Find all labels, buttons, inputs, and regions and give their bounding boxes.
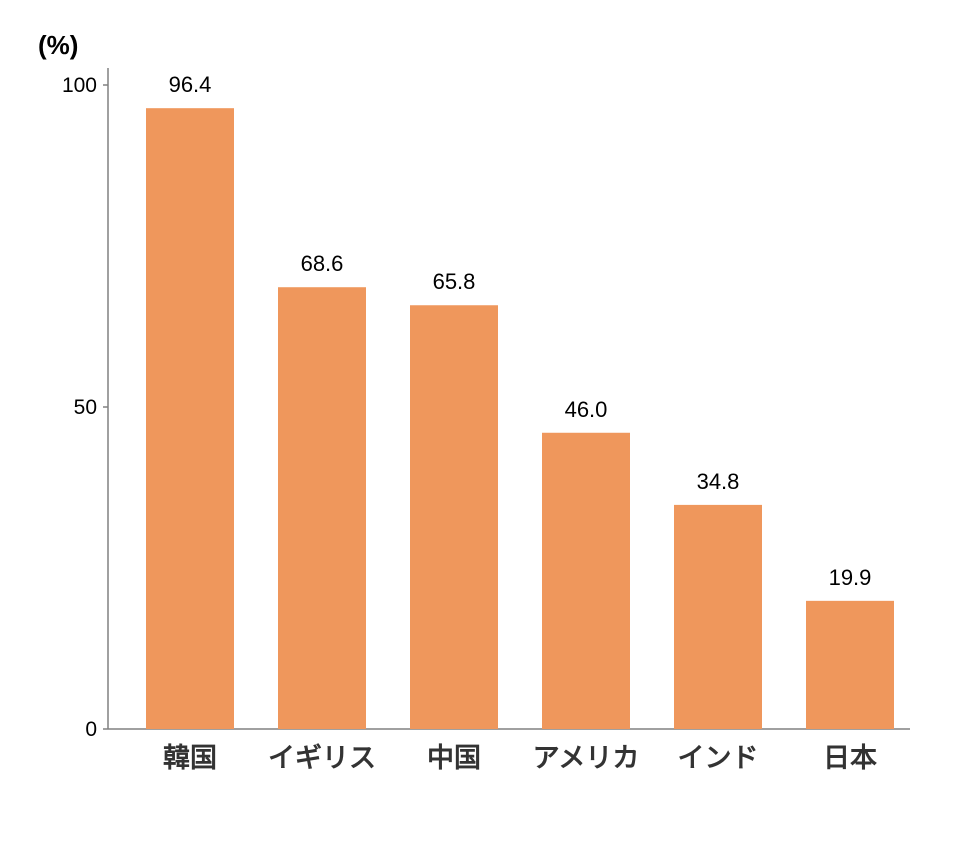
bar-0 [146, 108, 234, 729]
data-label-5: 19.9 [829, 565, 872, 590]
data-label-4: 34.8 [697, 469, 740, 494]
x-category-label-5: 日本 [823, 743, 877, 773]
bar-2 [410, 305, 498, 729]
bars [146, 108, 894, 729]
x-category-label-2: 中国 [427, 743, 481, 773]
x-category-label-3: アメリカ [533, 743, 640, 773]
axes: 0 50 100 [62, 68, 910, 741]
x-category-label-1: イギリス [268, 743, 376, 773]
x-category-label-4: インド [678, 743, 759, 773]
data-label-1: 68.6 [301, 251, 344, 276]
labels: 96.4 韓国 68.6 イギリス 65.8 中国 46.0 アメリカ 34.8 インド 19.9 日… [163, 72, 877, 773]
bar-3 [542, 432, 630, 729]
data-label-0: 96.4 [169, 72, 212, 97]
y-tick-label-2: 100 [62, 74, 97, 97]
bar-4 [674, 504, 762, 729]
bar-5 [806, 600, 894, 729]
x-category-label-0: 韓国 [163, 743, 217, 773]
bar-1 [278, 287, 366, 729]
y-tick-label-0: 0 [85, 718, 97, 741]
y-tick-label-1: 50 [74, 396, 97, 419]
y-axis-unit-label: (%) [38, 30, 79, 60]
data-label-2: 65.8 [433, 269, 476, 294]
data-label-3: 46.0 [565, 397, 608, 422]
